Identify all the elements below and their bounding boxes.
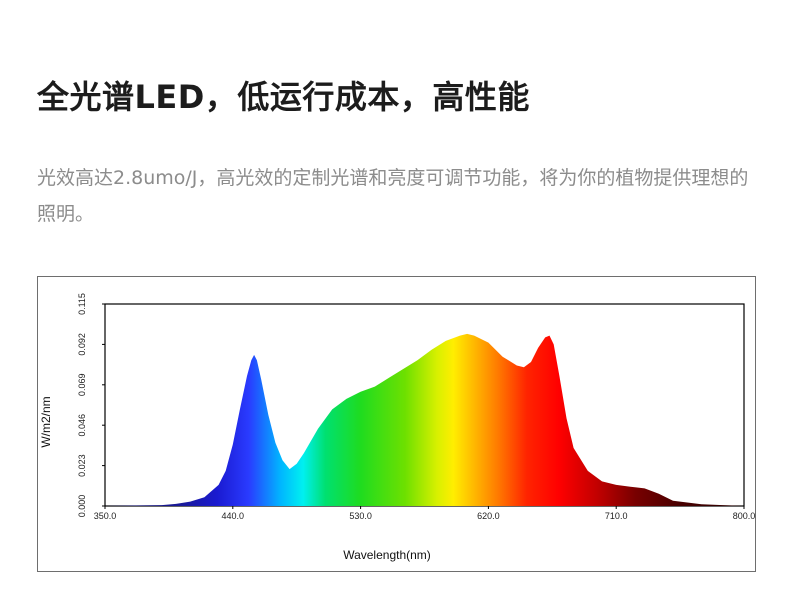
x-tick-label: 440.0 — [222, 511, 245, 521]
y-tick-label: 0.046 — [77, 414, 87, 437]
y-tick-label: 0.069 — [77, 374, 87, 397]
y-axis: 0.000 0.023 0.046 0.069 0.092 0.115 — [77, 293, 105, 517]
y-tick-label: 0.092 — [77, 333, 87, 356]
x-axis: 350.0 440.0 530.0 620.0 710.0 800.0 — [94, 506, 756, 521]
x-tick-label: 350.0 — [94, 511, 117, 521]
spectrum-chart-svg: 350.0 440.0 530.0 620.0 710.0 800.0 0.000 0.02… — [39, 293, 756, 562]
spectrum-chart: 350.0 440.0 530.0 620.0 710.0 800.0 0.000 0.02… — [37, 276, 756, 572]
page-title: 全光谱LED，低运行成本，高性能 — [37, 78, 530, 116]
spectrum-area — [105, 333, 744, 506]
y-axis-label: W/m2/nm — [39, 396, 53, 447]
x-axis-label: Wavelength(nm) — [343, 548, 431, 562]
x-tick-label: 800.0 — [733, 511, 756, 521]
description-text: 光效高达2.8umo/J，高光效的定制光谱和亮度可调节功能，将为你的植物提供理想… — [37, 167, 749, 225]
x-tick-label: 710.0 — [605, 511, 628, 521]
y-tick-label: 0.000 — [77, 495, 87, 518]
y-tick-label: 0.023 — [77, 454, 87, 477]
x-tick-label: 620.0 — [477, 511, 500, 521]
y-tick-label: 0.115 — [77, 293, 87, 315]
x-tick-label: 530.0 — [349, 511, 372, 521]
